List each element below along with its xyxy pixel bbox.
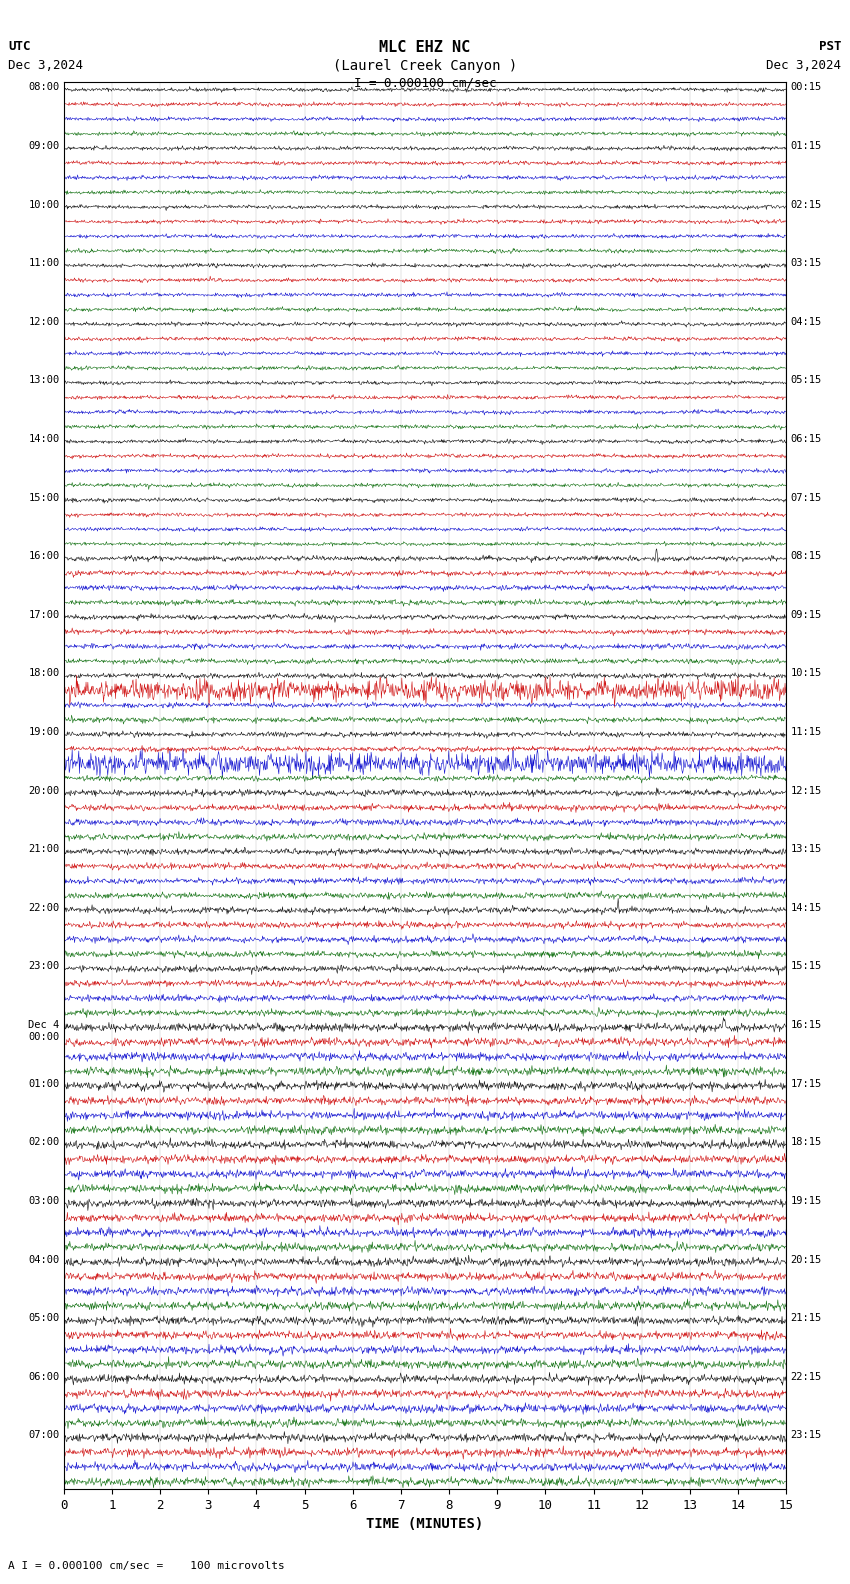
Text: 02:15: 02:15 [790,200,822,209]
Text: Dec 3,2024: Dec 3,2024 [767,59,842,71]
Text: 07:15: 07:15 [790,493,822,502]
Text: 20:00: 20:00 [28,786,60,795]
Text: 08:15: 08:15 [790,551,822,561]
Text: 17:15: 17:15 [790,1079,822,1088]
Text: 02:00: 02:00 [28,1137,60,1147]
Text: Dec 3,2024: Dec 3,2024 [8,59,83,71]
Text: 23:15: 23:15 [790,1430,822,1440]
Text: 07:00: 07:00 [28,1430,60,1440]
Text: 14:15: 14:15 [790,903,822,912]
Text: 11:15: 11:15 [790,727,822,737]
Text: 03:15: 03:15 [790,258,822,268]
Text: 15:00: 15:00 [28,493,60,502]
Text: 17:00: 17:00 [28,610,60,619]
Text: 01:00: 01:00 [28,1079,60,1088]
Text: A I = 0.000100 cm/sec =    100 microvolts: A I = 0.000100 cm/sec = 100 microvolts [8,1562,286,1571]
Text: 16:00: 16:00 [28,551,60,561]
X-axis label: TIME (MINUTES): TIME (MINUTES) [366,1517,484,1532]
Text: 10:00: 10:00 [28,200,60,209]
Text: 06:00: 06:00 [28,1372,60,1381]
Text: 09:00: 09:00 [28,141,60,150]
Text: Dec 4
00:00: Dec 4 00:00 [28,1020,60,1042]
Text: 10:15: 10:15 [790,668,822,678]
Text: 00:15: 00:15 [790,82,822,92]
Text: 21:00: 21:00 [28,844,60,854]
Text: UTC: UTC [8,40,31,52]
Text: 14:00: 14:00 [28,434,60,444]
Text: 05:00: 05:00 [28,1313,60,1323]
Text: 01:15: 01:15 [790,141,822,150]
Text: 22:00: 22:00 [28,903,60,912]
Text: 11:00: 11:00 [28,258,60,268]
Text: 20:15: 20:15 [790,1255,822,1264]
Text: 05:15: 05:15 [790,375,822,385]
Text: PST: PST [819,40,842,52]
Text: 13:15: 13:15 [790,844,822,854]
Text: 13:00: 13:00 [28,375,60,385]
Text: (Laurel Creek Canyon ): (Laurel Creek Canyon ) [333,59,517,73]
Text: 04:00: 04:00 [28,1255,60,1264]
Text: 15:15: 15:15 [790,961,822,971]
Text: 22:15: 22:15 [790,1372,822,1381]
Text: 21:15: 21:15 [790,1313,822,1323]
Text: I = 0.000100 cm/sec: I = 0.000100 cm/sec [354,76,496,89]
Text: 08:00: 08:00 [28,82,60,92]
Text: 12:00: 12:00 [28,317,60,326]
Text: 19:00: 19:00 [28,727,60,737]
Text: 12:15: 12:15 [790,786,822,795]
Text: 18:15: 18:15 [790,1137,822,1147]
Text: 18:00: 18:00 [28,668,60,678]
Text: 03:00: 03:00 [28,1196,60,1205]
Text: MLC EHZ NC: MLC EHZ NC [379,40,471,54]
Text: 16:15: 16:15 [790,1020,822,1030]
Text: 09:15: 09:15 [790,610,822,619]
Text: 23:00: 23:00 [28,961,60,971]
Text: 06:15: 06:15 [790,434,822,444]
Text: 19:15: 19:15 [790,1196,822,1205]
Text: 04:15: 04:15 [790,317,822,326]
